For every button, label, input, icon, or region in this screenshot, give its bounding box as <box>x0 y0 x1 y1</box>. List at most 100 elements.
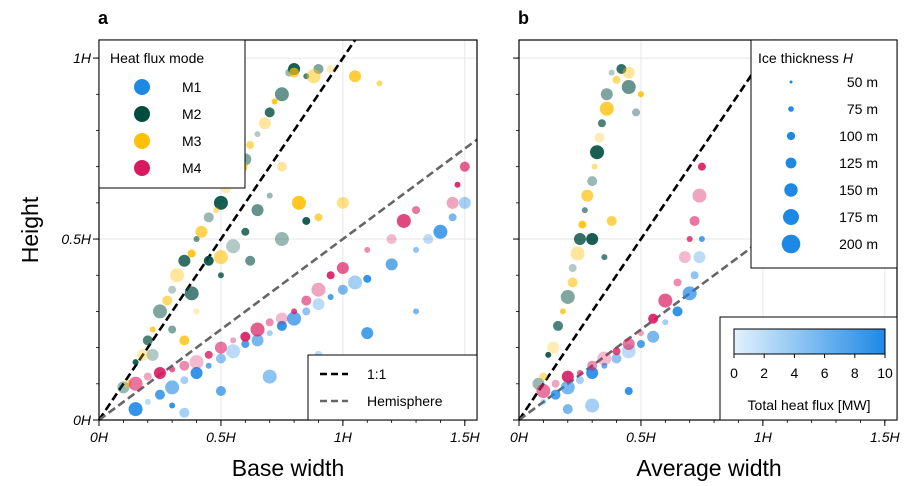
heat-flux-mode-legend: Heat flux mode M1 M2 M3 M4 <box>98 39 246 189</box>
point-m2 <box>254 131 261 138</box>
point-m2 <box>152 304 167 319</box>
point-m1 <box>154 389 165 400</box>
point-m3 <box>581 189 594 202</box>
panel-b-letter: b <box>518 8 529 28</box>
point-m2 <box>560 289 575 304</box>
point-m3 <box>559 308 566 315</box>
point-m1 <box>169 402 176 409</box>
point-m4 <box>454 181 461 188</box>
point-m1 <box>448 213 457 222</box>
point-m2 <box>203 212 214 223</box>
point-m3 <box>336 196 349 209</box>
point-m1 <box>423 234 434 245</box>
point-m1 <box>662 319 669 326</box>
point-m4 <box>612 347 621 356</box>
point-m2 <box>132 359 139 366</box>
point-m2 <box>168 325 177 334</box>
point-m4 <box>396 213 411 228</box>
point-m1 <box>693 251 706 264</box>
panel-a-x-ticks: 0H 0.5H 1H 1.5H <box>90 420 480 445</box>
point-m4 <box>658 293 673 308</box>
ice-thickness-marker <box>781 234 801 254</box>
point-m4 <box>275 312 288 325</box>
point-m4 <box>561 370 574 383</box>
point-m4 <box>678 251 691 264</box>
ice-thickness-legend-title: Ice thickness H <box>758 50 854 66</box>
point-m4 <box>240 331 251 342</box>
ice-thickness-marker <box>784 183 798 197</box>
point-m4 <box>179 360 190 371</box>
x-tick-label: 0H <box>90 429 109 445</box>
point-m2 <box>568 264 577 272</box>
point-m3 <box>591 163 598 170</box>
point-m3 <box>637 91 644 98</box>
point-m2 <box>274 87 289 102</box>
point-m4 <box>673 278 682 287</box>
panel-b: b 0H 0.5H 1H 1.5H Average width Ice thickne… <box>510 8 900 481</box>
point-m4 <box>326 271 335 280</box>
point-m4 <box>686 236 693 243</box>
panel-a-x-axis-label: Base width <box>232 455 345 481</box>
point-m1 <box>266 330 273 337</box>
point-m3 <box>376 80 383 87</box>
ice-thickness-entries: 50 m 75 m 100 m 125 m 150 m 175 m 200 m <box>781 74 878 254</box>
point-m4 <box>587 360 598 371</box>
point-m4 <box>250 322 265 337</box>
panel-b-y-ticks <box>513 57 519 421</box>
legend-marker-m1 <box>134 79 150 95</box>
legend-marker-m4 <box>134 160 150 176</box>
ice-thickness-label: 175 m <box>839 209 878 225</box>
point-m1 <box>611 353 622 364</box>
ice-thickness-label: 150 m <box>839 182 878 198</box>
panel-a-y-ticks: 0H 0.5H 1H <box>61 50 99 428</box>
point-m1 <box>586 366 599 379</box>
point-m3 <box>162 295 173 306</box>
point-m1 <box>337 284 348 295</box>
point-m1 <box>180 376 189 385</box>
point-m1 <box>251 334 264 347</box>
x-tick-label: 1.5H <box>450 429 480 445</box>
point-m4 <box>230 337 237 344</box>
panel-b-x-ticks: 0H 0.5H 1H 1.5H <box>510 420 900 445</box>
point-m1 <box>327 293 334 300</box>
y-axis-label: Height <box>17 196 43 263</box>
reference-line-legend: 1:1 Hemisphere <box>307 354 478 421</box>
point-m1 <box>540 398 547 405</box>
point-m3 <box>195 225 208 238</box>
point-m3 <box>570 246 585 261</box>
point-m1 <box>433 224 448 239</box>
colorbar-tick-label: 10 <box>877 365 893 381</box>
point-m3 <box>612 75 621 84</box>
point-m2 <box>581 207 588 214</box>
y-tick-label: 0H <box>73 412 92 428</box>
point-m4 <box>622 338 635 350</box>
point-m1 <box>241 340 250 348</box>
point-m4 <box>597 351 612 366</box>
point-m4 <box>169 366 176 373</box>
point-m1 <box>215 386 226 397</box>
point-m3 <box>276 161 287 172</box>
legend-label-m3: M3 <box>182 133 202 149</box>
point-m2 <box>251 204 264 217</box>
point-m2 <box>203 255 214 266</box>
legend-label-m1: M1 <box>182 79 202 95</box>
point-m1 <box>550 389 561 400</box>
legend-marker-m2 <box>134 106 150 122</box>
point-m3 <box>326 64 335 73</box>
ice-thickness-marker <box>785 157 797 169</box>
point-m4 <box>697 162 706 171</box>
point-m1 <box>575 376 584 385</box>
point-m2 <box>274 232 289 247</box>
point-m3 <box>306 69 321 84</box>
panel-b-x-axis-label: Average width <box>636 455 781 481</box>
point-m4 <box>143 372 152 381</box>
colorbar-tick-label: 4 <box>791 365 799 381</box>
point-m3 <box>622 66 635 79</box>
point-m1 <box>585 398 600 413</box>
point-m1 <box>458 196 471 209</box>
point-m4 <box>689 215 700 226</box>
point-m2 <box>553 320 564 331</box>
point-m3 <box>170 268 185 283</box>
point-m1 <box>601 362 608 369</box>
point-m1 <box>672 306 683 317</box>
